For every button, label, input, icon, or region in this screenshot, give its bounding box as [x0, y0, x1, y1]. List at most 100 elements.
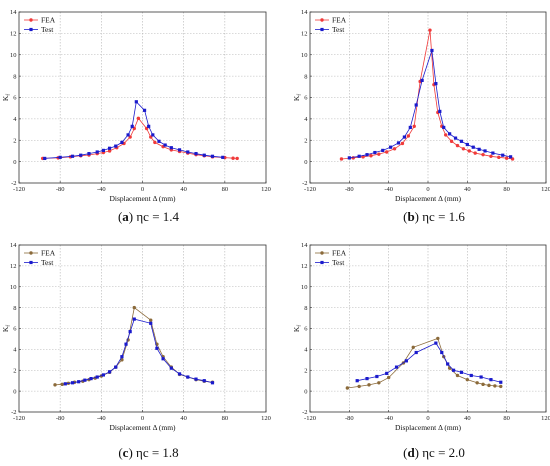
- data-point: [345, 386, 350, 390]
- data-point: [438, 109, 442, 113]
- data-point: [124, 342, 128, 346]
- data-point: [43, 156, 47, 161]
- legend-label: Test: [41, 258, 54, 267]
- data-point: [169, 146, 173, 150]
- y-tick-label: 12: [301, 263, 308, 270]
- data-point: [465, 142, 469, 147]
- x-tick-label: 80: [503, 186, 510, 193]
- y-tick-label: -2: [11, 409, 16, 416]
- data-point: [210, 381, 215, 385]
- data-point: [357, 384, 361, 389]
- series-test: [347, 48, 513, 160]
- chart-panel-c: -120 -80 -40 0 40 80 120 -2 0 2 4 6 8 10 12 14 Displacem…: [1, 242, 271, 460]
- data-point: [404, 359, 408, 363]
- y-tick-label: 6: [304, 95, 308, 102]
- data-point: [149, 321, 153, 325]
- data-point: [481, 152, 485, 157]
- legend-label: Test: [41, 25, 54, 34]
- x-axis-label: Displacement Δ (mm): [109, 423, 176, 432]
- data-point: [95, 150, 99, 154]
- y-tick-label: -2: [302, 180, 307, 187]
- y-tick-label: 10: [10, 52, 17, 59]
- panel-caption: (c) ηc = 1.8: [118, 445, 178, 460]
- data-point: [446, 362, 450, 366]
- x-axis-label: Displacement Δ (mm): [395, 423, 462, 432]
- y-tick-label: 12: [301, 31, 308, 38]
- y-tick-label: 8: [13, 305, 16, 312]
- data-point: [499, 384, 503, 389]
- data-point: [489, 378, 493, 382]
- x-tick-label: 40: [180, 186, 187, 193]
- data-point: [396, 141, 401, 145]
- data-point: [408, 125, 412, 130]
- x-tick-label: -40: [97, 186, 106, 193]
- panel-caption: (b) ηc = 1.6: [403, 209, 465, 224]
- chart-panel-d: -120 -80 -40 0 40 80 120 -2 0 2 4 6 8 10 12 14 Displacem…: [292, 242, 550, 460]
- data-point: [411, 345, 415, 349]
- legend-marker: [320, 27, 324, 32]
- data-point: [479, 375, 483, 379]
- x-tick-label: -40: [384, 415, 393, 422]
- data-point: [381, 148, 385, 153]
- series-test: [43, 100, 225, 161]
- data-point: [459, 139, 464, 143]
- legend-label: FEA: [41, 16, 56, 25]
- data-point: [161, 357, 165, 361]
- y-tick-label: 14: [301, 9, 308, 16]
- y-tick-label: 4: [304, 116, 308, 123]
- data-point: [107, 146, 112, 150]
- data-point: [77, 380, 81, 384]
- series-line: [341, 30, 513, 160]
- y-tick-label: 2: [304, 137, 307, 144]
- data-point: [95, 375, 99, 379]
- x-tick-label: -120: [304, 186, 316, 193]
- data-point: [70, 154, 75, 158]
- y-axis-label: Kf: [292, 325, 303, 332]
- y-tick-label: 2: [304, 367, 307, 374]
- y-tick-label: -2: [11, 180, 16, 187]
- data-point: [394, 365, 399, 369]
- data-point: [355, 379, 359, 383]
- data-point: [89, 377, 93, 381]
- data-point: [194, 377, 198, 381]
- data-point: [79, 153, 83, 157]
- x-tick-label: -40: [384, 186, 393, 193]
- data-point: [436, 336, 440, 341]
- y-tick-label: 12: [10, 263, 17, 270]
- y-tick-label: 4: [304, 347, 308, 354]
- y-tick-label: 6: [13, 326, 17, 333]
- y-tick-label: 8: [13, 73, 16, 80]
- data-point: [58, 155, 62, 159]
- x-tick-label: -80: [345, 415, 354, 422]
- data-point: [365, 153, 369, 157]
- y-tick-label: 6: [13, 95, 17, 102]
- y-axis-label: Kf: [1, 94, 12, 101]
- data-point: [202, 153, 206, 157]
- data-point: [132, 317, 136, 321]
- series-line: [357, 342, 501, 383]
- data-point: [339, 157, 344, 161]
- data-point: [120, 358, 124, 362]
- series-line: [42, 117, 238, 159]
- y-tick-label: 0: [304, 388, 307, 395]
- x-tick-label: -80: [56, 415, 65, 422]
- data-point: [483, 149, 487, 153]
- data-point: [440, 350, 444, 355]
- x-tick-label: 0: [141, 415, 144, 422]
- panel-caption: (d) ηc = 2.0: [403, 445, 465, 460]
- y-tick-label: 2: [13, 367, 16, 374]
- legend-marker: [320, 18, 324, 22]
- y-tick-label: 12: [10, 31, 17, 38]
- data-point: [491, 151, 495, 155]
- data-point: [83, 378, 87, 382]
- legend-label: Test: [332, 258, 345, 267]
- series-test: [63, 317, 215, 386]
- data-point: [163, 143, 167, 147]
- data-point: [155, 346, 159, 350]
- data-point: [444, 133, 448, 137]
- data-point: [134, 100, 138, 104]
- data-point: [101, 373, 105, 377]
